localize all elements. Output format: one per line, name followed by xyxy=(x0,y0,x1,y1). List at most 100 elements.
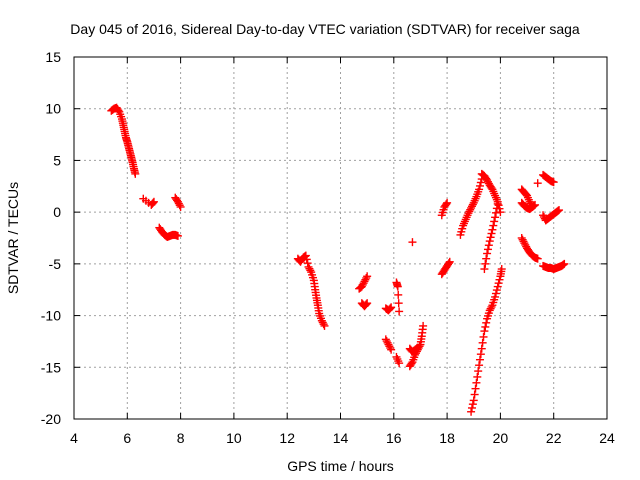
data-point xyxy=(131,169,140,178)
chart-title: Day 045 of 2016, Sidereal Day-to-day VTE… xyxy=(70,21,580,37)
data-point xyxy=(520,239,529,248)
data-point xyxy=(475,361,484,370)
data-point xyxy=(495,204,504,213)
data-point xyxy=(444,259,453,268)
data-point xyxy=(491,292,500,301)
data-point xyxy=(302,255,311,264)
data-point xyxy=(317,316,326,325)
data-point xyxy=(483,249,492,258)
data-point xyxy=(475,185,484,194)
x-tick-label: 24 xyxy=(599,430,615,446)
data-point xyxy=(483,176,492,185)
data-point xyxy=(470,390,479,399)
data-point xyxy=(479,332,488,341)
y-tick-label: 15 xyxy=(45,49,61,65)
data-point xyxy=(443,198,452,207)
data-point xyxy=(175,201,184,210)
data-point xyxy=(518,235,527,244)
data-point xyxy=(467,204,476,213)
data-point xyxy=(387,345,396,354)
data-point xyxy=(476,350,485,359)
data-point xyxy=(487,302,496,311)
data-points xyxy=(107,103,569,416)
data-point xyxy=(395,307,404,316)
data-point xyxy=(485,237,494,246)
data-point xyxy=(468,400,477,409)
y-tick-label: -5 xyxy=(49,256,62,272)
data-point xyxy=(471,384,480,393)
data-point xyxy=(560,259,569,268)
data-point xyxy=(493,197,502,206)
data-point xyxy=(306,266,315,275)
data-point xyxy=(468,200,477,209)
data-point xyxy=(473,372,482,381)
data-point xyxy=(486,304,495,313)
plot-border xyxy=(73,56,608,420)
data-point xyxy=(521,240,530,249)
x-tick-label: 20 xyxy=(493,430,509,446)
data-point xyxy=(386,343,395,352)
data-point xyxy=(176,202,185,211)
data-point xyxy=(466,205,475,214)
data-point xyxy=(467,403,476,412)
data-point xyxy=(475,355,484,364)
data-point xyxy=(496,208,505,217)
data-point xyxy=(173,231,182,240)
data-point xyxy=(385,342,394,351)
data-point xyxy=(519,237,528,246)
data-point xyxy=(407,359,416,368)
data-point xyxy=(472,378,481,387)
x-tick-label: 12 xyxy=(279,430,295,446)
data-point xyxy=(476,178,485,187)
data-point xyxy=(114,106,123,115)
data-point xyxy=(467,202,476,211)
data-point xyxy=(488,225,497,234)
data-point xyxy=(363,272,372,281)
x-axis-label: GPS time / hours xyxy=(287,458,394,474)
y-tick-label: 0 xyxy=(53,204,61,220)
data-point xyxy=(360,277,369,286)
data-point xyxy=(393,282,402,291)
data-point xyxy=(475,181,484,190)
data-point xyxy=(149,197,158,206)
data-point xyxy=(419,321,428,330)
data-point xyxy=(482,254,491,263)
data-point xyxy=(492,286,501,295)
data-point xyxy=(174,199,183,208)
data-point xyxy=(305,264,314,273)
x-tick-label: 8 xyxy=(177,430,185,446)
x-tick-label: 16 xyxy=(386,430,402,446)
data-point xyxy=(491,289,500,298)
data-point xyxy=(549,178,558,187)
data-point xyxy=(474,367,483,376)
data-point xyxy=(382,337,391,346)
data-point xyxy=(491,213,500,222)
data-point xyxy=(357,282,366,291)
data-point xyxy=(517,234,526,242)
data-point xyxy=(484,241,493,250)
data-point xyxy=(319,320,328,329)
data-point xyxy=(381,335,390,344)
data-point xyxy=(394,290,403,299)
data-point xyxy=(495,275,504,284)
data-point xyxy=(525,197,534,206)
data-point xyxy=(483,177,492,186)
data-point xyxy=(469,396,478,405)
data-point xyxy=(464,209,473,218)
data-point xyxy=(395,359,404,368)
data-point xyxy=(304,262,313,271)
data-point xyxy=(487,184,496,193)
data-point xyxy=(480,327,489,336)
data-point xyxy=(359,279,368,288)
data-point xyxy=(482,318,491,327)
data-point xyxy=(408,238,417,247)
data-point xyxy=(533,179,542,188)
data-point xyxy=(384,340,393,349)
x-tick-label: 6 xyxy=(123,430,131,446)
y-tick-label: -10 xyxy=(41,308,61,324)
x-tick-label: 4 xyxy=(70,430,78,446)
data-point xyxy=(494,279,503,288)
data-point xyxy=(394,357,403,366)
y-axis-label: SDTVAR / TECUs xyxy=(5,182,21,294)
grid-lines xyxy=(74,57,607,419)
